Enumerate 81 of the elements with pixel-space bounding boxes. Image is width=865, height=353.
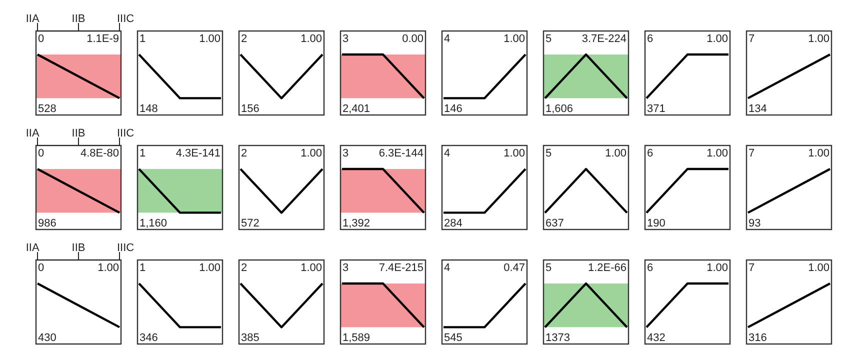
chart-title: 3 [342,33,349,45]
text: 1.00 [808,33,830,45]
text: 316 [748,332,767,344]
text: 1.1E-9 [86,33,119,45]
text: 2,401 [342,103,370,115]
x-tick-label: IIA [26,242,40,254]
text: 0.00 [402,33,424,45]
text: 1,606 [546,103,574,115]
x-tick-label: IIIC [116,128,134,140]
text: 1.00 [300,262,322,274]
x-tick-label: IIB [72,13,86,25]
text: 528 [38,103,56,115]
chart-title: 0 [38,262,44,274]
text: 93 [748,218,761,230]
text: 7.4E-215 [378,262,424,274]
chart-title: 5 [546,262,552,274]
chart-title: 1 [140,33,146,45]
text: 1373 [546,332,570,344]
text: 1.00 [706,148,728,160]
x-tick-label: IIA [26,13,40,25]
text: 3.7E-224 [582,33,626,45]
text: 1.00 [199,262,220,274]
text: 4.8E-80 [80,148,119,160]
text: 385 [241,332,260,344]
text: 430 [38,332,56,344]
text: 986 [38,218,56,230]
chart-title: 2 [241,262,248,274]
chart-title: 5 [546,33,552,45]
text: 371 [647,103,666,115]
chart-title: 4 [444,33,450,45]
text: 1.00 [504,33,525,45]
text: 1.00 [808,148,830,160]
text: 1,392 [342,218,370,230]
chart-title: 4 [444,262,450,274]
chart-title: 6 [647,262,654,274]
chart-title: 2 [241,33,248,45]
text: 1.00 [706,262,728,274]
chart-title: 0 [38,148,44,160]
text: 190 [647,218,666,230]
chart-title: 7 [748,148,755,160]
chart-title: 0 [38,33,44,45]
text: 4.3E-141 [176,148,220,160]
text: 346 [140,332,158,344]
chart-title: 1 [140,148,146,160]
chart-title: 7 [748,262,755,274]
chart-title: 3 [342,148,349,160]
text: 1,160 [140,218,168,230]
text: 1.00 [808,262,830,274]
text: 6.3E-144 [378,148,424,160]
chart-title: 6 [647,148,654,160]
text: 0.47 [504,262,525,274]
text: 572 [241,218,260,230]
x-tick-label: IIA [26,128,40,140]
x-tick-label: IIB [72,242,86,254]
chart-title: 2 [241,148,248,160]
x-tick-label: IIIC [116,13,134,25]
text: 1.00 [706,33,728,45]
text: 1.00 [300,148,322,160]
text: 1.00 [504,148,525,160]
x-tick-label: IIIC [116,242,134,254]
text: 156 [241,103,260,115]
text: 1.00 [199,33,220,45]
text: 146 [444,103,462,115]
text: 1.00 [300,33,322,45]
text: 1,589 [342,332,370,344]
text: 148 [140,103,158,115]
chart-title: 7 [748,33,755,45]
text: 432 [647,332,666,344]
text: 284 [444,218,462,230]
text: 545 [444,332,462,344]
text: 1.00 [605,148,626,160]
chart-title: 6 [647,33,654,45]
text: 637 [546,218,564,230]
text: 134 [748,103,767,115]
text: 1.2E-66 [588,262,626,274]
chart-title: 1 [140,262,146,274]
chart-title: 3 [342,262,349,274]
x-tick-label: IIB [72,128,86,140]
chart-title: 5 [546,148,552,160]
text: 1.00 [98,262,119,274]
chart-title: 4 [444,148,450,160]
